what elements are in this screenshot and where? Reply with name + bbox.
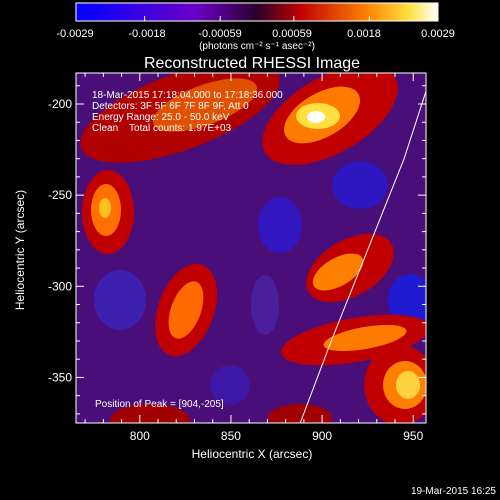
annotation-clean-counts: Clean Total counts: 1.97E+03 (92, 123, 232, 134)
colorbar-tick-label: -0.00059 (198, 28, 241, 40)
y-tick-label: -200 (48, 97, 72, 111)
colorbar-tick-label: 0.00059 (272, 28, 312, 40)
colorbar-ticks (75, 16, 439, 21)
colorbar-tick-label: 0.0018 (347, 28, 381, 40)
heat-blob-orange (323, 324, 407, 352)
heat-blob-red (268, 404, 332, 423)
annotation-energy-range: Energy Range: 25.0 - 50.0 keV (92, 112, 230, 123)
annotation-detectors: Detectors: 3F 5F 6F 7F 8F 9F, Att 0 (92, 101, 249, 112)
solar-limb-line (299, 91, 426, 423)
y-tick-label: -300 (48, 279, 72, 293)
colorbar (75, 2, 439, 22)
heat-blob-blue (388, 274, 426, 326)
colorbar-tick-label: 0.0029 (421, 28, 455, 40)
x-tick-label: 900 (312, 429, 332, 443)
axes: 800 850 900 950 -200 -250 -300 -350 (48, 73, 426, 443)
chart-title: Reconstructed RHESSI Image (144, 55, 360, 72)
heat-blob-blue (332, 161, 388, 209)
plot-frame (75, 72, 427, 424)
y-axis-label: Heliocentric Y (arcsec) (13, 190, 27, 310)
heat-blob-blue (94, 270, 146, 330)
x-tick-label: 850 (221, 429, 241, 443)
heat-blob-yellow (396, 371, 420, 399)
x-tick-label: 950 (403, 429, 423, 443)
x-tick-label: 800 (130, 429, 150, 443)
heat-blob-blue (258, 197, 302, 253)
heat-blob-orange (168, 281, 204, 339)
annotation-time-range: 18-Mar-2015 17:18:04.000 to 17:18:36.000 (92, 90, 283, 101)
y-tick-label: -250 (48, 188, 72, 202)
heatmap-field (80, 73, 426, 423)
heat-blob-orange (152, 78, 258, 132)
annotation-peak-position: Position of Peak = [904,-205] (95, 399, 224, 410)
heat-blob-blue (210, 365, 250, 405)
footer-timestamp: 19-Mar-2015 16:25 (411, 486, 496, 497)
colorbar-unit-label: (photons cm⁻² s⁻¹ asec⁻²) (199, 41, 315, 52)
heat-blob-white (307, 111, 325, 123)
y-tick-label: -350 (48, 370, 72, 384)
heat-blob-yellow (99, 198, 111, 218)
colorbar-tick-label: -0.0018 (128, 28, 165, 40)
heat-blob-blue (251, 275, 279, 335)
x-axis-label: Heliocentric X (arcsec) (192, 447, 313, 461)
heat-blob-orange (312, 253, 364, 291)
colorbar-tick-label: -0.0029 (56, 28, 93, 40)
heat-blob-red (110, 404, 190, 423)
